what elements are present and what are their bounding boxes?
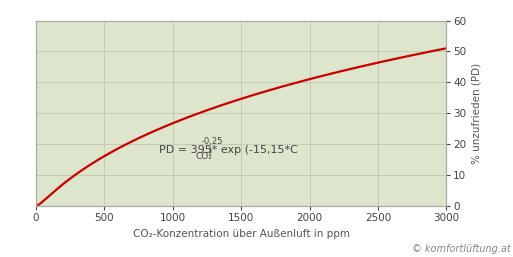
Y-axis label: % unzufrieden (PD): % unzufrieden (PD) xyxy=(472,62,482,164)
Text: -0,25: -0,25 xyxy=(202,137,223,146)
X-axis label: CO₂-Konzentration über Außenluft in ppm: CO₂-Konzentration über Außenluft in ppm xyxy=(132,230,350,240)
Text: ): ) xyxy=(207,145,211,155)
Text: PD = 395* exp (-15,15*C: PD = 395* exp (-15,15*C xyxy=(159,145,298,155)
Text: © komfortlüftung.at: © komfortlüftung.at xyxy=(411,244,510,254)
Text: CO₂: CO₂ xyxy=(195,152,212,161)
